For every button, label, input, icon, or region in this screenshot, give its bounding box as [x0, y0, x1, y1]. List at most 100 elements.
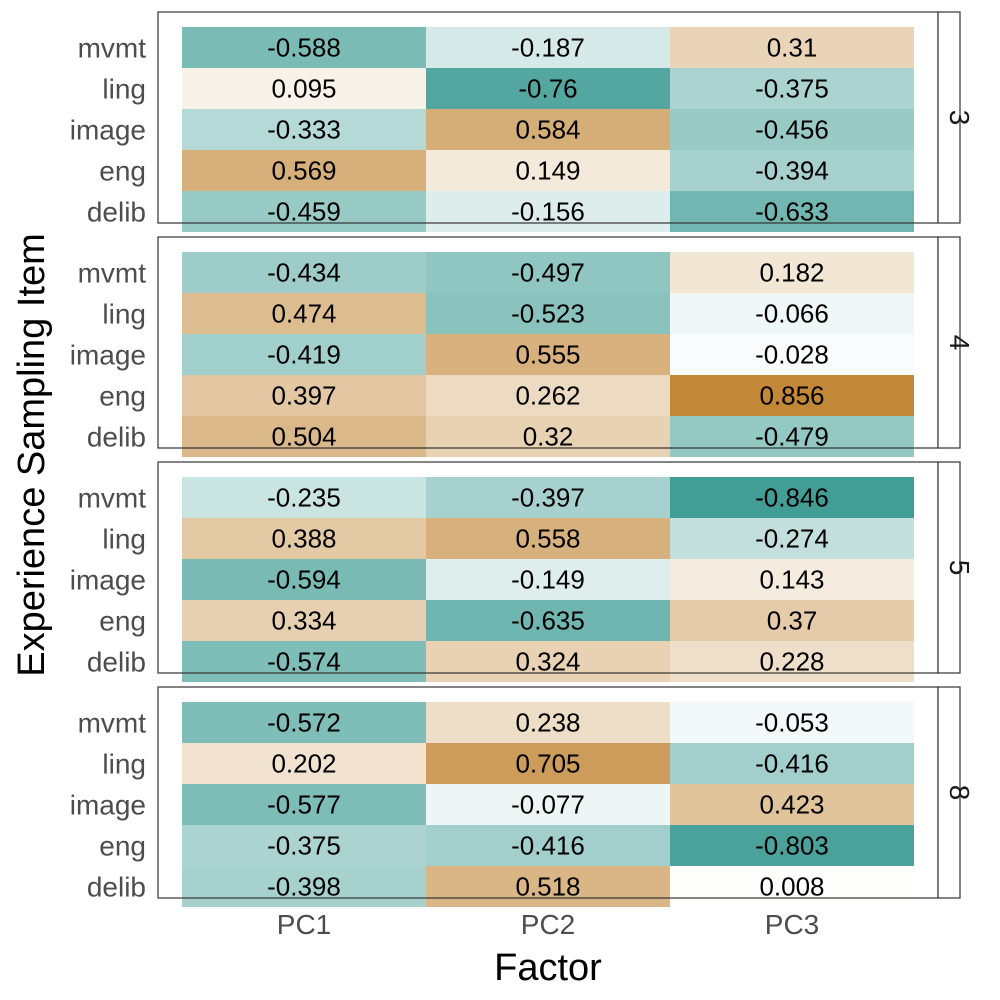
y-tick-label: delib — [87, 197, 146, 228]
heatmap-cell — [670, 334, 914, 375]
cell-value-label: 0.095 — [271, 74, 336, 104]
facet-strip — [937, 686, 961, 899]
heatmap-cell — [426, 416, 670, 457]
heatmap-cell — [670, 252, 914, 293]
cell-value-label: 0.182 — [759, 258, 824, 288]
heatmap-cell — [182, 702, 426, 743]
cell-value-label: 0.569 — [271, 156, 336, 186]
heatmap-cell — [426, 27, 670, 68]
cell-value-label: -0.572 — [267, 708, 341, 738]
heatmap-cell — [670, 150, 914, 191]
y-tick-label: delib — [87, 422, 146, 453]
y-tick-label: eng — [99, 381, 146, 412]
heatmap-cell — [670, 743, 914, 784]
cell-value-label: 0.423 — [759, 790, 824, 820]
heatmap-cell — [426, 702, 670, 743]
y-tick-label: delib — [87, 872, 146, 903]
y-tick-label: image — [70, 565, 146, 596]
heatmap-cell — [182, 252, 426, 293]
heatmap-cell — [670, 477, 914, 518]
heatmap-cell — [426, 68, 670, 109]
cell-value-label: -0.633 — [755, 197, 829, 227]
x-axis-title: Factor — [494, 947, 602, 989]
cell-value-label: 0.202 — [271, 749, 336, 779]
y-tick-label: mvmt — [78, 708, 147, 739]
cell-value-label: -0.397 — [511, 483, 585, 513]
cell-value-label: 0.334 — [271, 606, 336, 636]
cell-value-label: -0.479 — [755, 422, 829, 452]
heatmap-cell — [182, 150, 426, 191]
cell-value-label: 0.705 — [515, 749, 580, 779]
facet-panel-3: -0.588 -0.187 0.31 mvmt 0.095 -0.76 -0.375 ling… — [70, 11, 975, 232]
facet-panel-5: -0.235 -0.397 -0.846 mvmt 0.388 0.558 -0.274 li… — [70, 461, 975, 682]
cell-value-label: -0.398 — [267, 872, 341, 902]
cell-value-label: -0.588 — [267, 33, 341, 63]
cell-value-label: 0.558 — [515, 524, 580, 554]
cell-value-label: -0.416 — [755, 749, 829, 779]
heatmap-cell — [426, 825, 670, 866]
heatmap-cell — [182, 559, 426, 600]
cell-value-label: -0.156 — [511, 197, 585, 227]
cell-value-label: -0.077 — [511, 790, 585, 820]
heatmap-cell — [182, 27, 426, 68]
heatmap-cell — [182, 784, 426, 825]
cell-value-label: -0.523 — [511, 299, 585, 329]
heatmap-cell — [426, 477, 670, 518]
y-tick-label: eng — [99, 156, 146, 187]
heatmap-cell — [426, 784, 670, 825]
y-axis-title: Experience Sampling Item — [11, 233, 53, 677]
heatmap-cell — [670, 416, 914, 457]
heatmap-cell — [182, 293, 426, 334]
heatmap-cell — [426, 109, 670, 150]
y-tick-label: mvmt — [78, 258, 147, 289]
heatmap-cell — [670, 68, 914, 109]
x-tick-label: PC3 — [765, 909, 819, 940]
heatmap-cell — [670, 600, 914, 641]
cell-value-label: -0.274 — [755, 524, 829, 554]
cell-value-label: 0.238 — [515, 708, 580, 738]
heatmap-cell — [670, 866, 914, 907]
heatmap-cell — [670, 191, 914, 232]
y-tick-label: image — [70, 115, 146, 146]
cell-value-label: -0.149 — [511, 565, 585, 595]
y-tick-label: mvmt — [78, 33, 147, 64]
heatmap-cell — [670, 641, 914, 682]
heatmap-cell — [426, 375, 670, 416]
heatmap-cell — [182, 68, 426, 109]
heatmap-cell — [670, 702, 914, 743]
facet-strip — [937, 236, 961, 449]
cell-value-label: -0.375 — [755, 74, 829, 104]
heatmap-cell — [426, 600, 670, 641]
facet-strip — [937, 11, 961, 224]
x-tick-label: PC2 — [521, 909, 575, 940]
heatmap-cell — [426, 866, 670, 907]
cell-value-label: -0.846 — [755, 483, 829, 513]
cell-value-label: 0.32 — [523, 422, 574, 452]
facet-strip-label: 5 — [944, 560, 975, 576]
heatmap-cell — [426, 191, 670, 232]
y-tick-label: image — [70, 340, 146, 371]
heatmap-cell — [426, 252, 670, 293]
facet-panel-4: -0.434 -0.497 0.182 mvmt 0.474 -0.523 -0.066 li… — [70, 236, 975, 457]
cell-value-label: -0.577 — [267, 790, 341, 820]
heatmap-cell — [182, 866, 426, 907]
heatmap-cell — [670, 375, 914, 416]
cell-value-label: 0.31 — [767, 33, 818, 63]
cell-value-label: -0.456 — [755, 115, 829, 145]
heatmap-cell — [670, 784, 914, 825]
heatmap-cell — [182, 518, 426, 559]
cell-value-label: -0.76 — [518, 74, 577, 104]
heatmap-cell — [426, 334, 670, 375]
cell-value-label: -0.419 — [267, 340, 341, 370]
heatmap-cell — [182, 416, 426, 457]
cell-value-label: 0.228 — [759, 647, 824, 677]
cell-value-label: -0.053 — [755, 708, 829, 738]
cell-value-label: 0.37 — [767, 606, 818, 636]
heatmap-cell — [670, 293, 914, 334]
cell-value-label: -0.635 — [511, 606, 585, 636]
heatmap-cell — [426, 150, 670, 191]
cell-value-label: -0.235 — [267, 483, 341, 513]
heatmap-cell — [670, 559, 914, 600]
cell-value-label: 0.149 — [515, 156, 580, 186]
cell-value-label: -0.434 — [267, 258, 341, 288]
